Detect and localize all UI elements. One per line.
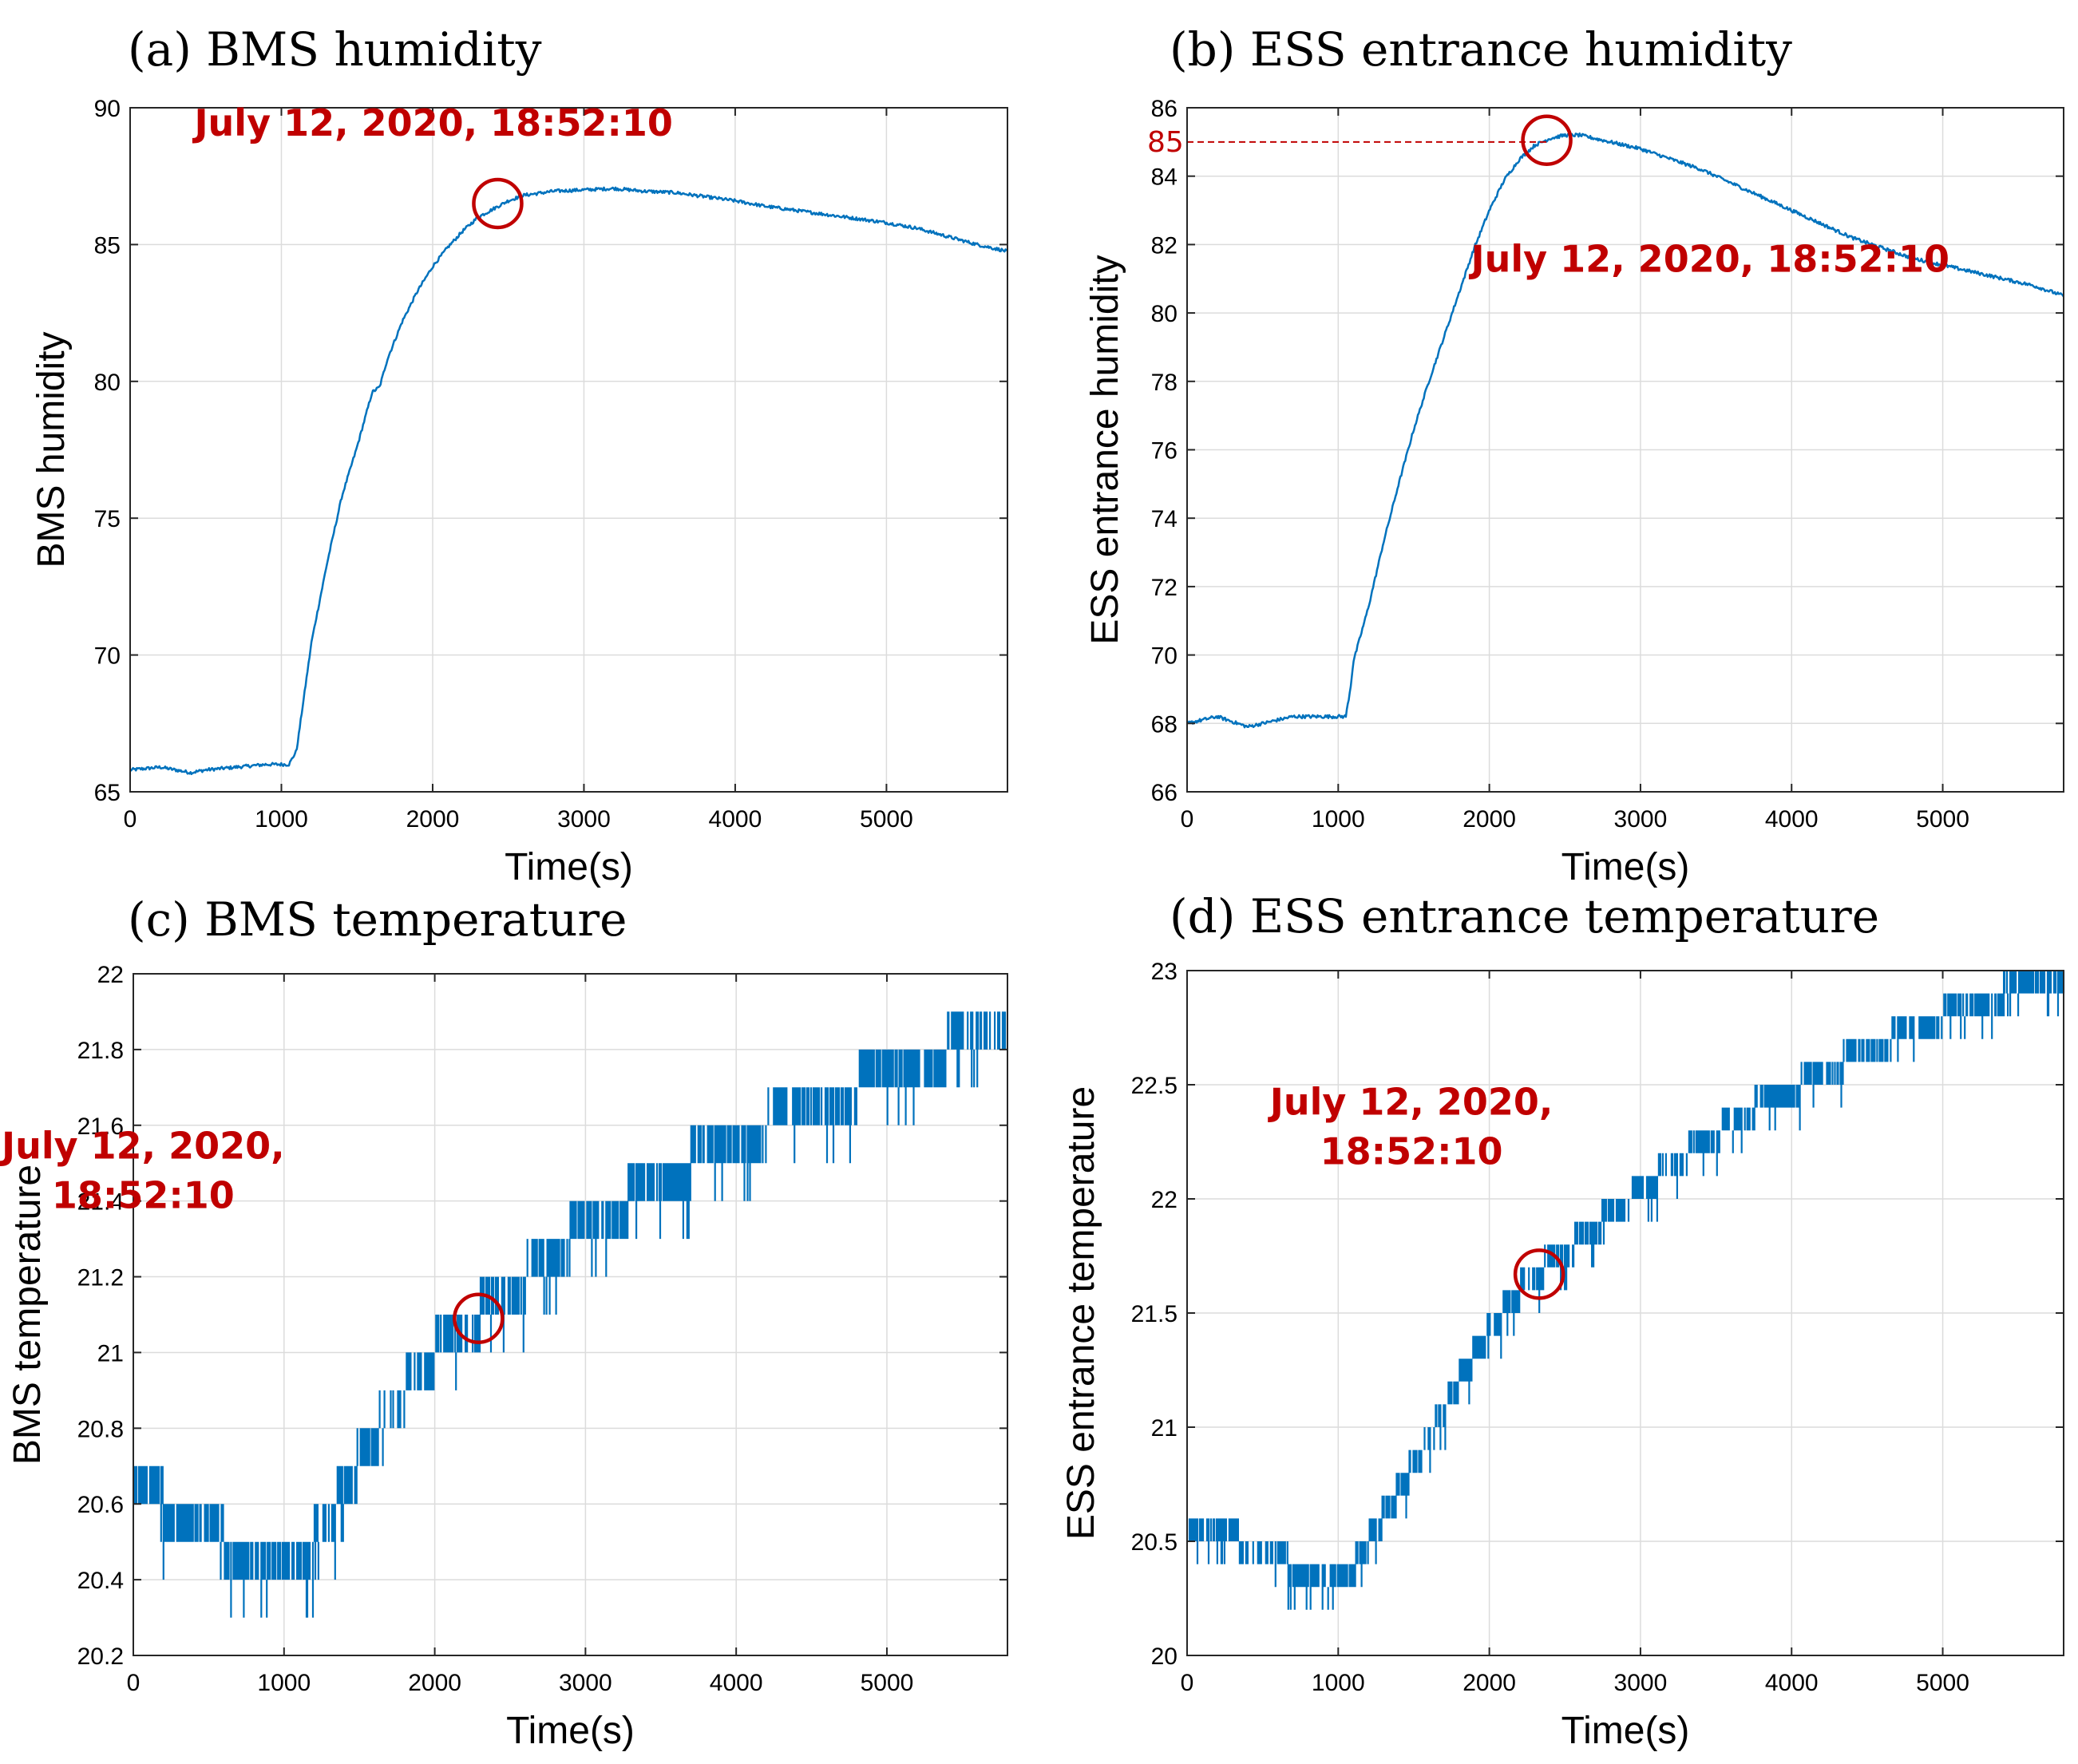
y-tick-label: 21: [1151, 1415, 1178, 1442]
panel-title: (a) BMS humidity: [128, 22, 542, 77]
y-tick-label: 65: [94, 780, 121, 806]
y-tick-label: 86: [1151, 96, 1178, 122]
y-tick-label: 20.8: [77, 1416, 124, 1442]
x-tick-label: 3000: [559, 1670, 612, 1696]
panel-title: (b) ESS entrance humidity: [1170, 22, 1792, 77]
x-tick-label: 5000: [860, 806, 913, 833]
x-tick-label: 2000: [406, 806, 460, 833]
x-tick-label: 1000: [1312, 806, 1365, 833]
reference-line-label: 85: [1147, 126, 1184, 159]
x-axis-label: Time(s): [1561, 1710, 1690, 1752]
annotation-circle: [1513, 1248, 1565, 1300]
x-axis-label: Time(s): [1561, 846, 1690, 888]
data-series-line: [1186, 132, 2065, 729]
y-tick-label: 20.4: [77, 1568, 124, 1594]
x-tick-label: 0: [127, 1670, 141, 1696]
y-tick-label: 75: [94, 506, 121, 532]
panel-title: (c) BMS temperature: [128, 892, 627, 947]
x-tick-label: 2000: [1463, 1670, 1516, 1696]
annotation-circle: [1521, 114, 1573, 166]
x-tick-label: 4000: [1765, 1670, 1819, 1696]
panel-a: (a) BMS humidity 0 1000 2000 3000 4000 5000 65 7…: [30, 22, 1008, 888]
x-tick-label: 0: [124, 806, 137, 833]
plot-frame: [129, 107, 1008, 793]
x-tick-label: 4000: [1765, 806, 1819, 833]
x-tick-label: 1000: [257, 1670, 311, 1696]
panel-b: (b) ESS entrance humidity 85 0 1000 2000 3000…: [1084, 22, 2065, 888]
y-tick-label: 21.4: [77, 1189, 124, 1216]
x-tick-label: 1000: [255, 806, 308, 833]
y-tick-label: 80: [1151, 301, 1178, 327]
y-tick-label: 20.5: [1131, 1529, 1178, 1556]
y-tick-label: 21.6: [77, 1113, 124, 1140]
x-tick-label: 3000: [1614, 1670, 1668, 1696]
x-tick-label: 2000: [1463, 806, 1516, 833]
annotation-text: 18:52:10: [1320, 1129, 1503, 1173]
annotation-circle: [453, 1292, 505, 1344]
x-tick-label: 5000: [1916, 806, 1969, 833]
annotation-text: July 12, 2020, 18:52:10: [192, 101, 672, 144]
y-tick-label: 22: [97, 962, 124, 988]
x-tick-label: 4000: [710, 1670, 763, 1696]
y-tick-label: 21.2: [77, 1265, 124, 1291]
y-tick-label: 20.6: [77, 1492, 124, 1518]
x-tick-label: 0: [1181, 1670, 1194, 1696]
annotation-text: July 12, 2020,: [1268, 1080, 1554, 1123]
y-tick-label: 66: [1151, 780, 1178, 806]
annotation-text: 18:52:10: [52, 1174, 235, 1217]
y-tick-label: 21.5: [1131, 1301, 1178, 1327]
annotation-circle: [472, 177, 524, 230]
x-tick-label: 0: [1181, 806, 1194, 833]
panel-title: (d) ESS entrance temperature: [1170, 889, 1879, 943]
x-axis-label: Time(s): [506, 1710, 635, 1752]
y-tick-label: 78: [1151, 370, 1178, 396]
y-axis-label: BMS temperature: [6, 1165, 49, 1465]
panel-c: (c) BMS temperature 0 1000 2000 3000 4000 5000…: [0, 892, 1008, 1752]
y-axis-label: BMS humidity: [30, 331, 73, 568]
y-tick-label: 74: [1151, 506, 1178, 532]
data-series-line: [133, 1011, 1007, 1618]
x-tick-label: 3000: [557, 806, 611, 833]
y-tick-label: 22: [1151, 1187, 1178, 1213]
y-tick-label: 76: [1151, 438, 1178, 465]
x-tick-label: 5000: [861, 1670, 914, 1696]
y-tick-label: 23: [1151, 959, 1178, 985]
plot-frame: [133, 973, 1008, 1656]
panel-d: (d) ESS entrance temperature 0 1000 2000 300…: [1060, 889, 2065, 1752]
y-tick-label: 68: [1151, 711, 1178, 738]
y-axis-label: ESS entrance temperature: [1060, 1086, 1102, 1540]
x-tick-label: 5000: [1916, 1670, 1969, 1696]
x-tick-label: 3000: [1614, 806, 1668, 833]
y-tick-label: 21.8: [77, 1038, 124, 1064]
y-tick-label: 85: [94, 232, 121, 259]
annotation-text: July 12, 2020, 18:52:10: [1469, 238, 1949, 281]
data-series-line: [1188, 971, 2065, 1610]
y-tick-label: 20: [1151, 1643, 1178, 1670]
x-axis-label: Time(s): [505, 846, 633, 888]
y-tick-label: 21: [97, 1340, 124, 1367]
y-axis-label: ESS entrance humidity: [1084, 255, 1126, 644]
y-tick-label: 22.5: [1131, 1073, 1178, 1099]
y-tick-label: 84: [1151, 164, 1178, 191]
y-tick-label: 82: [1151, 232, 1178, 259]
annotation-text: July 12, 2020,: [0, 1125, 285, 1168]
y-tick-label: 90: [94, 96, 121, 122]
x-tick-label: 4000: [709, 806, 762, 833]
y-tick-label: 70: [94, 643, 121, 670]
y-tick-label: 70: [1151, 643, 1178, 670]
x-tick-label: 1000: [1312, 1670, 1365, 1696]
x-tick-label: 2000: [408, 1670, 461, 1696]
data-series-line: [129, 186, 1008, 776]
y-tick-label: 72: [1151, 575, 1178, 601]
y-tick-label: 80: [94, 370, 121, 396]
y-tick-label: 20.2: [77, 1643, 124, 1670]
